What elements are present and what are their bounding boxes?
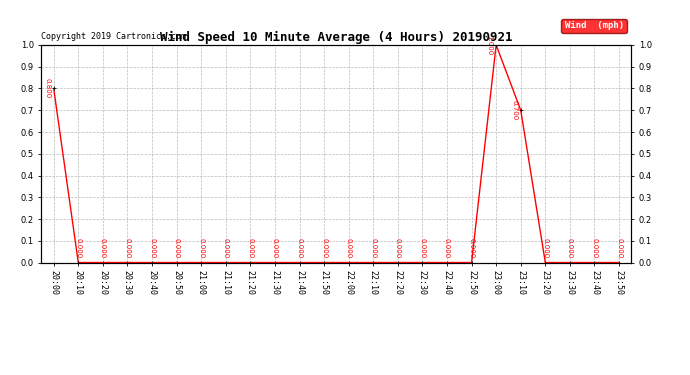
Text: 0.000: 0.000 (198, 238, 204, 258)
Text: 0.000: 0.000 (591, 238, 598, 258)
Title: Wind Speed 10 Minute Average (4 Hours) 20190921: Wind Speed 10 Minute Average (4 Hours) 2… (160, 31, 513, 44)
Legend: Wind  (mph): Wind (mph) (562, 19, 627, 33)
Text: 0.000: 0.000 (149, 238, 155, 258)
Text: 0.000: 0.000 (174, 238, 179, 258)
Text: 0.000: 0.000 (346, 238, 352, 258)
Text: 0.000: 0.000 (371, 238, 376, 258)
Text: 0.000: 0.000 (444, 238, 450, 258)
Text: 0.000: 0.000 (247, 238, 253, 258)
Text: 0.000: 0.000 (542, 238, 549, 258)
Text: 0.700: 0.700 (511, 100, 517, 120)
Text: 0.000: 0.000 (321, 238, 327, 258)
Text: 0.000: 0.000 (124, 238, 130, 258)
Text: 0.000: 0.000 (469, 238, 475, 258)
Text: 0.800: 0.800 (44, 78, 50, 99)
Text: 0.000: 0.000 (75, 238, 81, 258)
Text: 0.000: 0.000 (567, 238, 573, 258)
Text: 0.000: 0.000 (420, 238, 426, 258)
Text: 0.000: 0.000 (100, 238, 106, 258)
Text: 0.000: 0.000 (272, 238, 278, 258)
Text: Copyright 2019 Cartronics.com: Copyright 2019 Cartronics.com (41, 32, 186, 41)
Text: 0.000: 0.000 (297, 238, 302, 258)
Text: 0.000: 0.000 (616, 238, 622, 258)
Text: 0.000: 0.000 (223, 238, 229, 258)
Text: 0.000: 0.000 (395, 238, 401, 258)
Text: 1.000: 1.000 (486, 35, 493, 55)
